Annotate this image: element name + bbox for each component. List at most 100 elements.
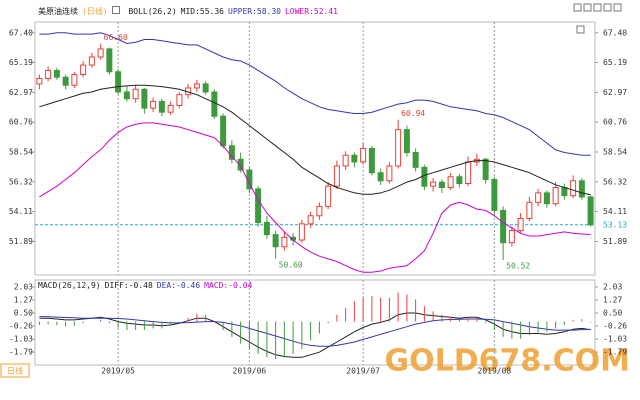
price-header: 美原油连续 (日线) BOLL(26,2) MID:55.36 UPPER:58.30…: [38, 6, 346, 17]
candle-body: [115, 71, 122, 93]
indicator-line: [39, 84, 591, 196]
toolbar-button[interactable]: [576, 25, 585, 34]
candle-body: [167, 104, 174, 113]
y-tick-label: 58.54: [603, 147, 627, 156]
legend-entry: LOWER:52.41: [284, 7, 338, 16]
candle-body: [377, 172, 384, 182]
candle-body: [97, 48, 104, 58]
candle-body: [386, 165, 393, 182]
candle-body: [500, 209, 507, 244]
candle-body: [587, 196, 594, 226]
candle-body: [36, 78, 43, 85]
y-tick-label: -1.79: [9, 348, 33, 357]
candle-body: [430, 181, 437, 187]
candle-body: [237, 158, 244, 171]
period-tab-label[interactable]: 日线: [7, 366, 23, 376]
y-tick-label: 60.76: [9, 118, 33, 127]
candle-body: [465, 161, 472, 184]
y-tick-label: 62.97: [9, 88, 33, 97]
candle-body: [202, 83, 209, 93]
extreme-label: 50.60: [279, 260, 303, 269]
candle-body: [88, 56, 95, 66]
period-label: (日线): [82, 7, 108, 16]
candle-body: [570, 180, 577, 197]
y-tick-label: 62.97: [603, 88, 627, 97]
extreme-label: 50.52: [506, 261, 530, 270]
watermark: GOLD678.COM: [384, 344, 630, 379]
toolbar-button[interactable]: [573, 3, 582, 12]
y-tick-label: 54.11: [9, 207, 33, 216]
y-tick-label: 56.32: [603, 177, 627, 186]
indicator-line: [39, 122, 591, 273]
legend-entry: DIFF:-0.48: [104, 281, 153, 290]
toolbar-button[interactable]: [593, 3, 602, 12]
y-tick-label: 1.27: [14, 295, 33, 304]
period-tab[interactable]: [0, 363, 30, 378]
y-tick-label: 67.40: [603, 28, 627, 37]
toolbar[interactable]: [573, 3, 622, 34]
legend-entry: MACD:-0.04: [204, 281, 253, 290]
price-panel: [34, 21, 596, 276]
y-tick-label: 60.76: [603, 118, 627, 127]
y-tick-label: 58.54: [9, 147, 33, 156]
candle-body: [158, 100, 165, 113]
candle-body: [176, 94, 183, 106]
candle-body: [53, 69, 60, 78]
legend-entry: UPPER:58.30: [228, 7, 281, 16]
candle-body: [316, 205, 323, 217]
toolbar-button[interactable]: [603, 3, 612, 12]
extreme-label: 60.94: [401, 109, 425, 118]
extreme-label: 66.60: [104, 33, 128, 42]
y-tick-label: 54.11: [603, 207, 627, 216]
candle-body: [307, 215, 314, 225]
candle-body: [403, 129, 410, 154]
indicator-line: [39, 32, 591, 156]
candle-body: [438, 181, 445, 189]
candle-body: [535, 192, 542, 203]
candle-body: [150, 100, 157, 109]
candle-body: [228, 145, 235, 160]
candle-body: [263, 222, 270, 236]
candle-body: [193, 83, 200, 89]
instrument-title: 美原油连续: [38, 7, 78, 16]
toolbar-button[interactable]: [613, 3, 622, 12]
indicator-line: [39, 312, 591, 358]
candle-body: [272, 234, 279, 248]
legend-entry: MID:55.36: [180, 7, 224, 16]
candle-body: [360, 148, 367, 163]
indicator-label: BOLL(26,2): [128, 7, 177, 16]
y-tick-label: -1.79: [603, 348, 627, 357]
legend-entry: DEA:-0.46: [156, 281, 201, 290]
candle-body: [368, 148, 375, 174]
candle-body: [220, 115, 227, 147]
candle-body: [298, 223, 305, 241]
y-tick-label: 0.50: [603, 309, 622, 318]
y-tick-label: 65.19: [603, 58, 627, 67]
candle-body: [508, 230, 515, 244]
candle-body: [552, 187, 559, 205]
candle-body: [141, 88, 148, 109]
candle-body: [45, 69, 52, 80]
candle-body: [342, 154, 349, 167]
indicator-line: [39, 316, 591, 347]
x-tick-label: 2019/05: [101, 367, 135, 376]
y-tick-label: 67.40: [9, 28, 33, 37]
legend: DIFF:-0.48 DEA:-0.46 MACD:-0.04: [105, 281, 257, 290]
y-tick-label: 65.19: [9, 58, 33, 67]
candle-body: [333, 165, 340, 187]
candle-body: [561, 187, 568, 197]
candle-body: [578, 180, 585, 198]
candle-body: [106, 48, 113, 73]
candle-body: [491, 178, 498, 211]
candle-body: [395, 129, 402, 167]
last-price-label: 53.13: [603, 220, 627, 229]
candle-body: [517, 217, 524, 232]
candle-body: [325, 185, 332, 207]
indicator-icon[interactable]: [111, 6, 120, 14]
candle-body: [351, 154, 358, 163]
y-tick-label: 2.03: [603, 282, 622, 291]
y-tick-label: 51.89: [9, 237, 33, 246]
candle-body: [543, 192, 550, 205]
toolbar-button[interactable]: [583, 3, 592, 12]
